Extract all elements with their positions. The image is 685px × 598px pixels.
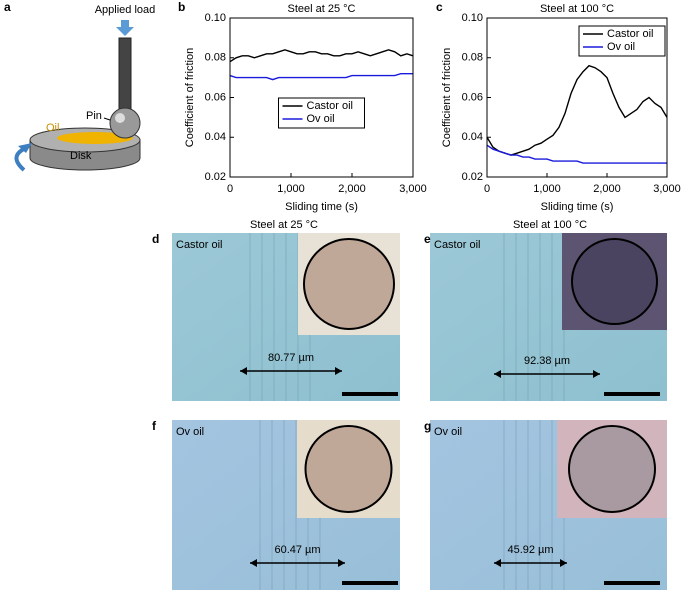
- oil-label: Castor oil: [434, 239, 480, 251]
- x-tick-label: 0: [227, 183, 233, 195]
- oil-label: Castor oil: [176, 239, 222, 251]
- oil-label: Ov oil: [434, 426, 462, 438]
- y-tick-label: 0.06: [205, 91, 226, 103]
- width-label: 80.77 µm: [268, 352, 314, 364]
- plot-frame: [486, 17, 668, 178]
- pin-ball: [109, 107, 141, 139]
- panel-label: g: [424, 419, 431, 433]
- series-line: [229, 49, 414, 63]
- x-tick-label: 3,000: [653, 183, 681, 195]
- inset-circle: [304, 425, 393, 513]
- series-line: [229, 73, 413, 81]
- x-tick-label: 0: [484, 183, 490, 195]
- label: Pin: [86, 110, 102, 122]
- legend-box: [278, 97, 365, 129]
- y-tick-label: 0.08: [462, 52, 483, 64]
- y-tick-label: 0.02: [205, 171, 226, 183]
- column-title: Steel at 100 °C: [513, 219, 587, 231]
- y-tick-label: 0.02: [462, 171, 483, 183]
- x-axis-label: Sliding time (s): [285, 201, 358, 213]
- column-title: Steel at 25 °C: [250, 219, 318, 231]
- x-tick-label: 2,000: [338, 183, 366, 195]
- y-tick-label: 0.06: [462, 91, 483, 103]
- inset-circle: [571, 238, 658, 325]
- x-tick-label: 1,000: [533, 183, 561, 195]
- inset-circle: [303, 238, 395, 330]
- width-label: 60.47 µm: [274, 544, 320, 556]
- width-label: 92.38 µm: [524, 355, 570, 367]
- diagram: a Applied load Pin Oil Disk: [4, 0, 156, 172]
- chart-title: Steel at 25 °C: [288, 3, 356, 15]
- legend-label: Castor oil: [607, 28, 653, 40]
- panel-label: b: [178, 0, 185, 14]
- panel-label: d: [152, 232, 159, 246]
- legend-box: [578, 25, 666, 57]
- pin-stem: [118, 37, 132, 114]
- oil-label: Ov oil: [176, 426, 204, 438]
- label: Disk: [70, 150, 92, 162]
- x-tick-label: 3,000: [399, 183, 427, 195]
- x-tick-label: 2,000: [593, 183, 621, 195]
- y-tick-label: 0.08: [205, 52, 226, 64]
- series-line: [486, 144, 667, 164]
- series-line: [486, 64, 668, 156]
- legend-label: Ov oil: [607, 41, 635, 53]
- inset-circle: [568, 425, 656, 513]
- y-tick-label: 0.04: [205, 131, 226, 143]
- scale-bar: [342, 581, 398, 585]
- panel-label: c: [436, 0, 443, 14]
- y-tick-label: 0.04: [462, 131, 483, 143]
- legend-label: Ov oil: [307, 113, 335, 125]
- plot-frame: [229, 17, 414, 178]
- x-tick-label: 1,000: [277, 183, 305, 195]
- label: Oil: [46, 122, 59, 134]
- pointer: [103, 117, 111, 121]
- width-label: 45.92 µm: [507, 544, 553, 556]
- oil: [57, 132, 133, 144]
- rotation-arrowhead: [18, 143, 32, 153]
- scale-bar: [604, 581, 660, 585]
- y-axis-label: Coefficient of friction: [441, 48, 453, 147]
- chart-title: Steel at 100 °C: [540, 3, 614, 15]
- panel-label: f: [152, 419, 157, 433]
- label: Applied load: [95, 4, 156, 16]
- highlight: [115, 113, 125, 123]
- legend-label: Castor oil: [307, 100, 353, 112]
- scale-bar: [604, 392, 660, 396]
- panel-label: e: [424, 232, 431, 246]
- panel-label: a: [4, 0, 11, 14]
- y-tick-label: 0.10: [205, 12, 226, 24]
- y-tick-label: 0.10: [462, 12, 483, 24]
- y-axis-label: Coefficient of friction: [184, 48, 196, 147]
- x-axis-label: Sliding time (s): [541, 201, 614, 213]
- scale-bar: [342, 392, 398, 396]
- load-arrow: [116, 20, 134, 36]
